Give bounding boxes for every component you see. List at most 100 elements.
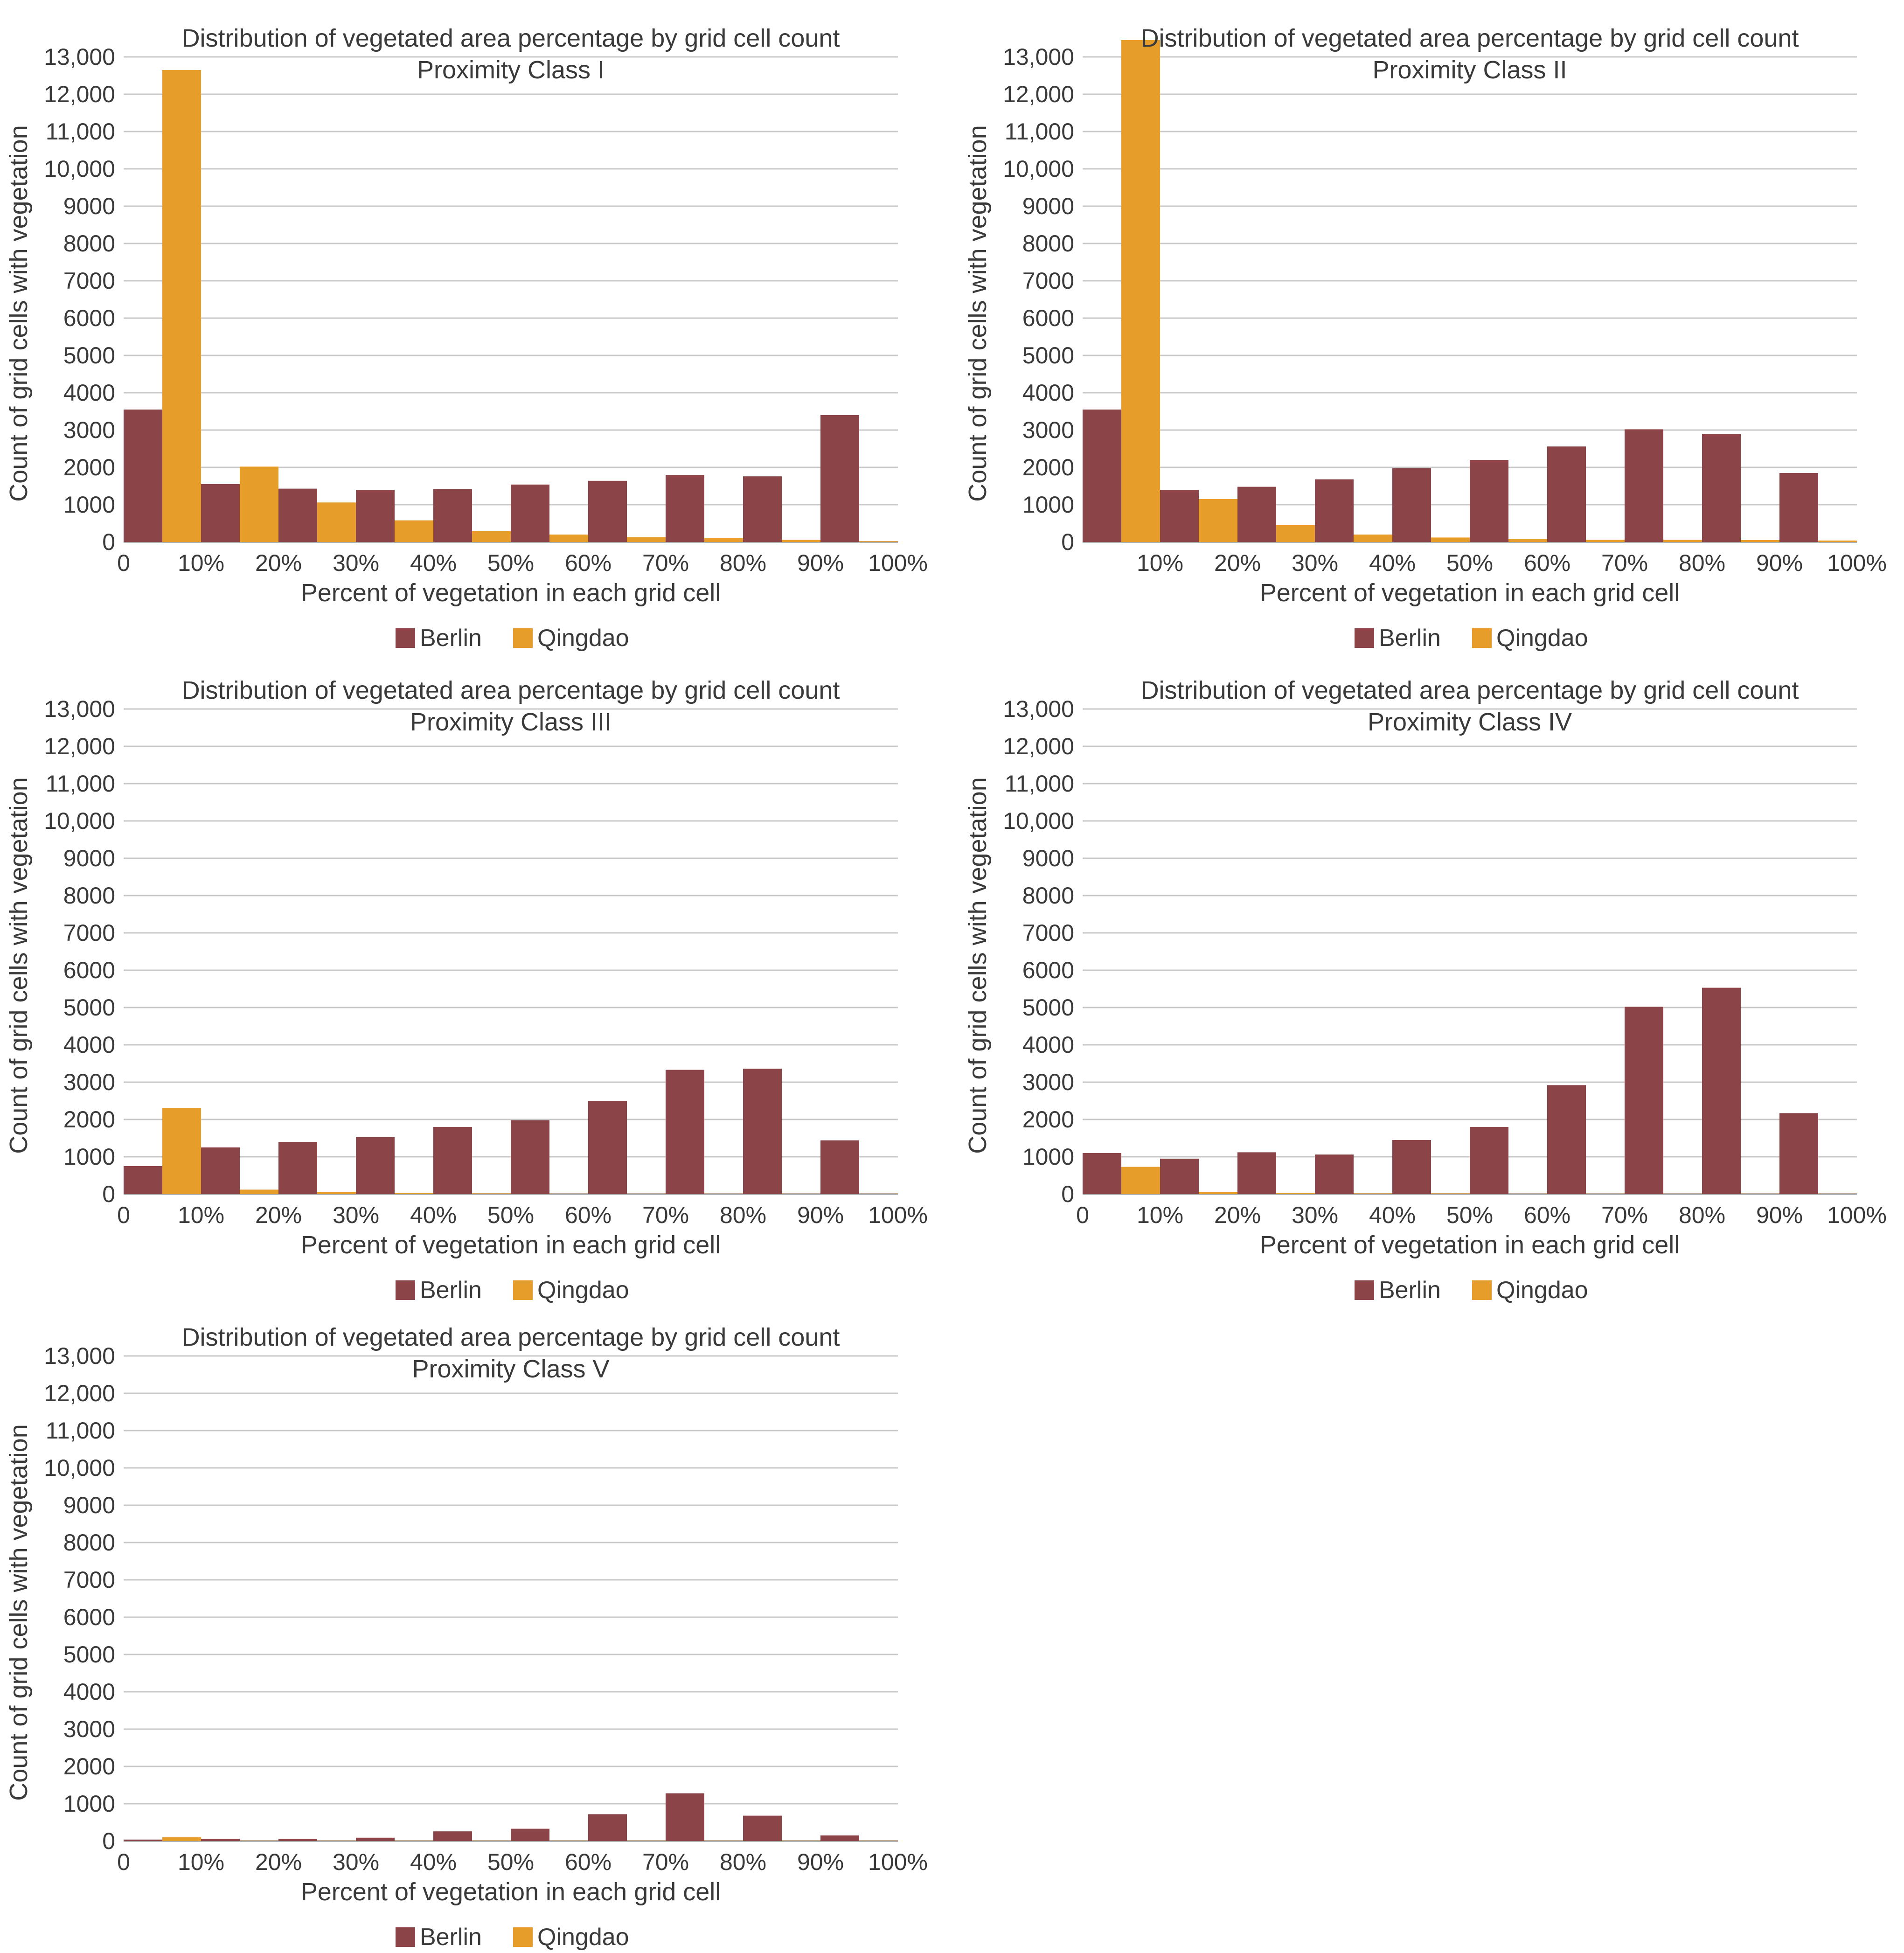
y-tick-label: 1000: [63, 1791, 115, 1817]
y-tick-label: 9000: [63, 1492, 115, 1518]
y-axis-label: Count of grid cells with vegetation: [5, 125, 33, 501]
x-tick-label: 0: [117, 550, 130, 576]
x-tick-label: 100%: [868, 1849, 928, 1875]
legend-label-berlin: Berlin: [1379, 1277, 1441, 1304]
bar-qingdao: [240, 466, 278, 542]
bar-berlin: [1160, 490, 1199, 542]
y-tick-label: 1000: [63, 1144, 115, 1170]
y-tick-label: 5000: [1022, 342, 1074, 368]
bar-qingdao: [162, 1108, 201, 1194]
legend-swatch-berlin: [396, 1927, 415, 1947]
bar-berlin: [1160, 1159, 1199, 1194]
y-axis-label: Count of grid cells with vegetation: [964, 125, 992, 501]
legend-swatch-qingdao: [513, 1927, 533, 1947]
y-tick-label: 7000: [63, 268, 115, 294]
y-tick-label: 2000: [63, 1753, 115, 1779]
y-tick-label: 13,000: [44, 44, 115, 70]
y-tick-label: 10,000: [44, 1455, 115, 1481]
x-tick-label: 60%: [565, 550, 612, 576]
bar-berlin: [666, 1793, 704, 1841]
bar-berlin: [124, 1839, 162, 1841]
x-tick-label: 40%: [410, 550, 457, 576]
bar-qingdao: [162, 1837, 201, 1841]
y-tick-label: 12,000: [1003, 81, 1074, 107]
y-tick-label: 11,000: [46, 118, 115, 145]
bar-qingdao: [395, 520, 433, 542]
bar-qingdao: [704, 538, 743, 542]
bar-qingdao: [162, 70, 201, 542]
bar-berlin: [356, 1137, 395, 1194]
chart-panel-2: 0 1000 2000 3000 4000 5000 6000 7000 8000 9000 10,…: [964, 24, 1887, 652]
x-tick-label: 70%: [642, 550, 689, 576]
x-tick-label: 20%: [1214, 1202, 1261, 1228]
x-tick-label: 60%: [1524, 550, 1570, 576]
x-tick-label: 40%: [1369, 1202, 1416, 1228]
bar-berlin: [124, 410, 162, 542]
y-tick-label: 6000: [1022, 957, 1074, 983]
x-tick-label: 20%: [255, 1202, 302, 1228]
bar-berlin: [1315, 1154, 1354, 1194]
bar-qingdao: [1276, 525, 1315, 542]
bar-qingdao: [1121, 1167, 1160, 1194]
legend-label-berlin: Berlin: [420, 1924, 482, 1951]
y-tick-label: 0: [102, 1828, 115, 1854]
bar-qingdao: [1663, 540, 1702, 542]
bar-berlin: [743, 1815, 782, 1841]
y-tick-label: 5000: [1022, 994, 1074, 1021]
bar-qingdao: [472, 1193, 511, 1194]
bar-berlin: [511, 1120, 549, 1194]
y-axis-label: Count of grid cells with vegetation: [5, 1424, 33, 1800]
x-tick-label: 50%: [1446, 1202, 1493, 1228]
legend-label-qingdao: Qingdao: [537, 625, 629, 652]
y-tick-label: 8000: [63, 1529, 115, 1556]
bar-qingdao: [472, 531, 511, 542]
y-tick-label: 12,000: [1003, 733, 1074, 759]
bar-berlin: [1083, 1153, 1121, 1194]
x-tick-label: 50%: [487, 1849, 534, 1875]
y-tick-label: 6000: [63, 957, 115, 983]
bar-qingdao: [1354, 535, 1392, 542]
legend-label-qingdao: Qingdao: [537, 1277, 629, 1304]
x-tick-label: 50%: [1446, 550, 1493, 576]
y-tick-label: 3000: [63, 1716, 115, 1742]
x-tick-label: 60%: [565, 1202, 612, 1228]
bar-berlin: [201, 1147, 240, 1194]
legend-label-qingdao: Qingdao: [1496, 1277, 1588, 1304]
y-tick-label: 0: [1061, 1181, 1074, 1207]
bar-berlin: [433, 1127, 472, 1194]
x-tick-label: 80%: [1679, 550, 1725, 576]
y-tick-label: 4000: [63, 380, 115, 406]
y-tick-label: 2000: [1022, 1106, 1074, 1133]
x-tick-label: 0: [117, 1202, 130, 1228]
x-tick-label: 70%: [642, 1849, 689, 1875]
chart-panel-1: 0 1000 2000 3000 4000 5000 6000 7000 8000 9000 10,…: [5, 24, 928, 652]
bar-qingdao: [1741, 540, 1779, 542]
bar-berlin: [1392, 1140, 1431, 1194]
x-tick-label: 0: [1076, 1202, 1089, 1228]
y-tick-label: 1000: [1022, 1144, 1074, 1170]
y-tick-label: 9000: [1022, 193, 1074, 219]
bar-berlin: [1702, 434, 1741, 542]
x-tick-label: 0: [117, 1849, 130, 1875]
x-tick-label: 100%: [1827, 1202, 1887, 1228]
chart-subtitle: Proximity Class IV: [1368, 708, 1572, 736]
bar-berlin: [743, 1069, 782, 1194]
x-axis-label: Percent of vegetation in each grid cell: [301, 1231, 721, 1259]
chart-subtitle: Proximity Class II: [1372, 56, 1567, 84]
x-tick-label: 80%: [720, 1849, 766, 1875]
bar-berlin: [278, 1839, 317, 1841]
bar-berlin: [666, 1070, 704, 1194]
bar-qingdao: [317, 502, 356, 542]
bar-qingdao: [1431, 537, 1470, 542]
y-tick-label: 3000: [63, 1069, 115, 1095]
y-tick-label: 11,000: [1005, 771, 1074, 797]
bar-qingdao: [1586, 540, 1625, 542]
bar-berlin: [1547, 1085, 1586, 1194]
chart-panel-3: 0 1000 2000 3000 4000 5000 6000 7000 8000 9000 10,…: [5, 676, 928, 1304]
y-tick-label: 8000: [63, 230, 115, 257]
x-tick-label: 10%: [1137, 1202, 1183, 1228]
bar-berlin: [201, 1839, 240, 1841]
x-tick-label: 80%: [1679, 1202, 1725, 1228]
y-tick-label: 6000: [63, 1604, 115, 1630]
